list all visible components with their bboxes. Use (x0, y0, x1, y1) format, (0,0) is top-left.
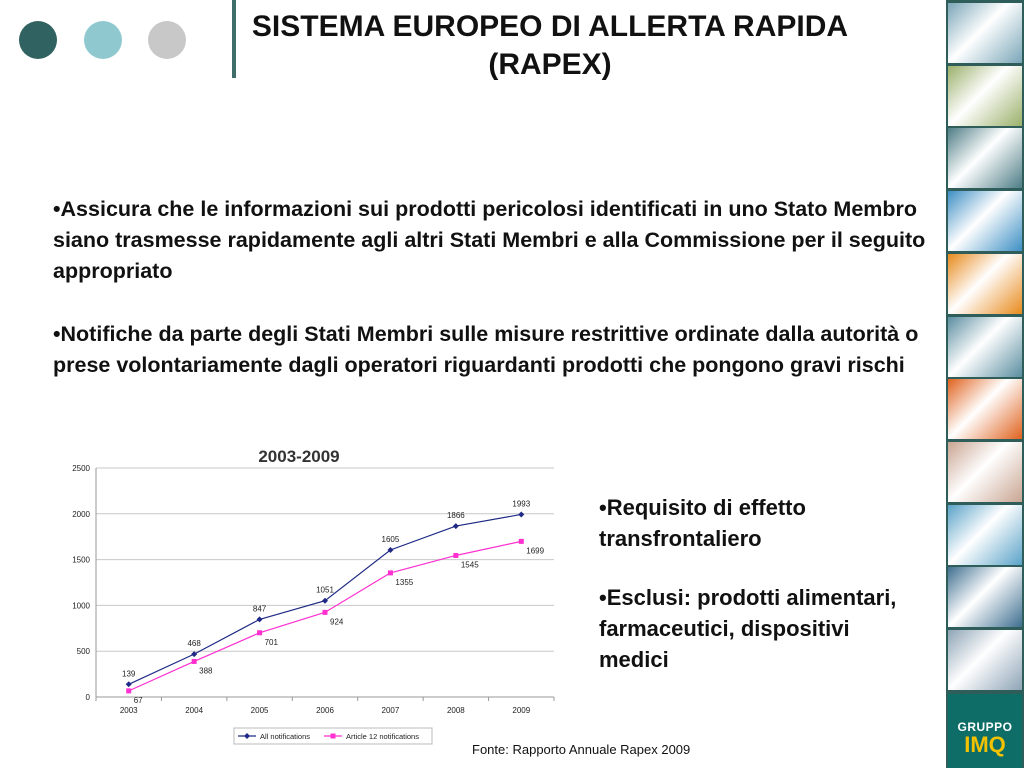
photo-metal-tubes (948, 3, 1022, 63)
data-label: 924 (330, 617, 344, 626)
data-label: 1605 (382, 535, 400, 544)
imq-logo: GRUPPO IMQ (948, 694, 1022, 768)
y-tick-label: 1000 (72, 601, 90, 610)
data-point (387, 546, 394, 553)
y-tick-label: 0 (86, 693, 91, 702)
data-label: 388 (199, 666, 213, 675)
logo-line2: IMQ (964, 732, 1006, 757)
decor-dot-light (84, 21, 122, 59)
data-point (125, 681, 132, 688)
photo-orange-waves (948, 253, 1022, 314)
data-point (257, 630, 263, 636)
data-label: 1355 (395, 578, 413, 587)
notifications-chart: 2003-2009 0 500 1000 1500 2000 2500 2003 2004 200… (62, 440, 560, 750)
photo-satellite-dishes (948, 630, 1022, 690)
y-tick-label: 500 (77, 647, 91, 656)
x-tick-label: 2004 (185, 706, 203, 715)
logo-line1: GRUPPO (957, 720, 1013, 734)
legend-label: Article 12 notifications (346, 732, 419, 741)
data-label: 1866 (447, 511, 465, 520)
data-point (518, 538, 524, 544)
y-tick-label: 2500 (72, 464, 90, 473)
photo-water-pipes (948, 316, 1022, 377)
chart-title: 2003-2009 (258, 447, 339, 466)
side-bullet-item: •Esclusi: prodotti alimentari, farmaceut… (599, 585, 897, 672)
data-point (126, 688, 132, 694)
y-tick-label: 1500 (72, 556, 90, 565)
legend-label: All notifications (260, 732, 310, 741)
data-label: 1993 (512, 499, 530, 508)
decor-dot-grey (148, 21, 186, 59)
bullet-item: •Assicura che le informazioni sui prodot… (53, 197, 926, 283)
photo-blue-glass (948, 191, 1022, 252)
photo-tower-sky (948, 567, 1022, 628)
data-label: 1699 (526, 546, 544, 555)
legend-swatch-marker (330, 733, 336, 739)
x-tick-label: 2009 (512, 706, 530, 715)
data-label: 139 (122, 669, 136, 678)
y-tick-label: 2000 (72, 510, 90, 519)
data-label: 701 (265, 638, 279, 647)
data-label: 1051 (316, 586, 334, 595)
data-point (452, 523, 459, 530)
data-point (322, 597, 328, 604)
x-tick-label: 2006 (316, 706, 334, 715)
main-bullets: •Assicura che le informazioni sui prodot… (53, 194, 933, 413)
data-point (518, 511, 525, 518)
chart-background (62, 440, 560, 750)
x-tick-label: 2005 (251, 706, 269, 715)
image-sidebar: GRUPPO IMQ (946, 0, 1024, 768)
side-bullets: •Requisito di effetto transfrontaliero •… (599, 492, 919, 703)
photo-orange-glow (948, 379, 1022, 440)
data-label: 847 (253, 604, 267, 613)
data-point (256, 616, 263, 623)
source-note: Fonte: Rapporto Annuale Rapex 2009 (472, 742, 691, 757)
photo-red-car (948, 128, 1022, 189)
data-point (191, 658, 197, 664)
data-label: 468 (187, 639, 201, 648)
data-point (453, 552, 459, 558)
x-tick-label: 2003 (120, 706, 138, 715)
decor-dot-dark (19, 21, 57, 59)
data-point (191, 651, 198, 658)
photo-blue-lens (948, 504, 1022, 565)
title-divider (232, 0, 236, 78)
bullet-item: •Notifiche da parte degli Stati Membri s… (53, 322, 919, 377)
photo-fabric-stack (948, 441, 1022, 502)
side-bullet-item: •Requisito di effetto transfrontaliero (599, 495, 806, 551)
x-tick-label: 2007 (382, 706, 400, 715)
data-label: 1545 (461, 560, 479, 569)
data-label: 67 (134, 696, 143, 705)
slide-title: SISTEMA EUROPEO DI ALLERTA RAPIDA (RAPEX… (251, 10, 849, 81)
chart-svg: 2003-2009 0 500 1000 1500 2000 2500 2003 2004 200… (62, 440, 560, 750)
data-point (322, 609, 328, 615)
legend-swatch-marker (244, 733, 250, 739)
data-point (387, 570, 393, 576)
x-tick-label: 2008 (447, 706, 465, 715)
photo-light-bulb (948, 65, 1022, 126)
